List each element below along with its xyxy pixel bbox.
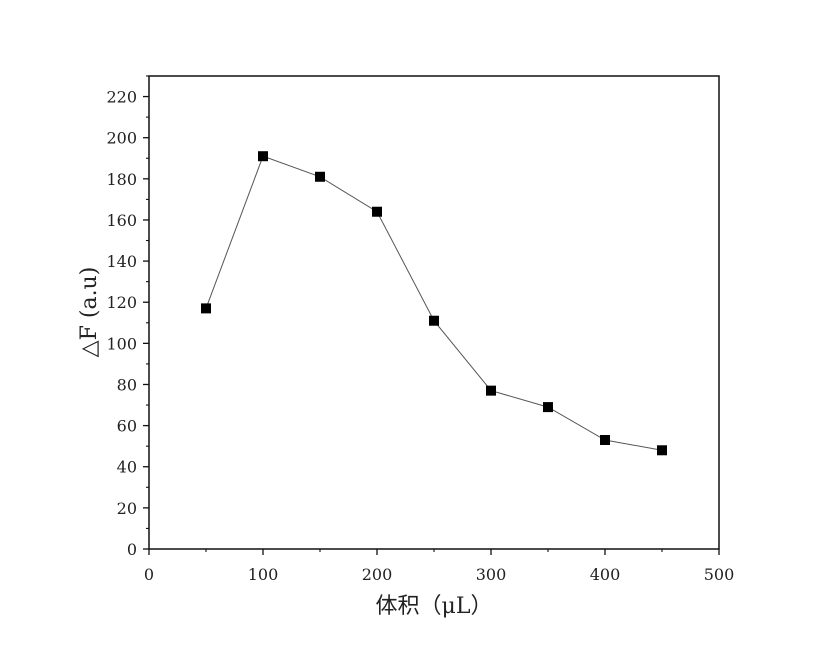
- series-line: [205, 155, 663, 451]
- y-tick-label: 60: [117, 417, 137, 436]
- data-point: [258, 151, 268, 162]
- y-tick-label: 0: [127, 540, 137, 559]
- data-point: [201, 303, 211, 314]
- series-layer: [201, 151, 667, 456]
- x-tick-label: 500: [704, 565, 735, 584]
- data-point: [657, 445, 667, 456]
- data-point: [486, 385, 496, 396]
- x-tick-label: 400: [590, 565, 621, 584]
- y-tick-label: 200: [106, 129, 137, 148]
- x-tick-label: 200: [362, 565, 393, 584]
- y-axis-title: △F (a.u): [77, 267, 102, 358]
- data-point: [429, 315, 439, 326]
- y-tick-label: 140: [106, 252, 137, 271]
- data-point: [600, 435, 610, 446]
- y-tick-label: 40: [117, 458, 137, 477]
- y-tick-label: 100: [106, 334, 137, 353]
- y-tick-label: 20: [117, 499, 137, 518]
- y-axis: 0 20 40 60 80 100 120 140 160 180 200 220: [106, 75, 149, 559]
- y-tick-label: 220: [106, 88, 137, 107]
- y-tick-label: 80: [117, 375, 137, 394]
- y-tick-label: 160: [106, 211, 137, 230]
- y-tick-label: 180: [106, 170, 137, 189]
- x-tick-label: 100: [248, 565, 279, 584]
- x-tick-label: 0: [144, 565, 154, 584]
- data-point: [372, 206, 382, 217]
- x-axis: 0 100 200 300 400 500: [144, 549, 734, 584]
- x-tick-label: 300: [476, 565, 507, 584]
- plot-frame: [148, 75, 720, 550]
- y-tick-label: 120: [106, 293, 137, 312]
- data-point: [543, 402, 553, 413]
- x-axis-title: 体积（μL）: [376, 594, 493, 619]
- data-point: [315, 171, 325, 182]
